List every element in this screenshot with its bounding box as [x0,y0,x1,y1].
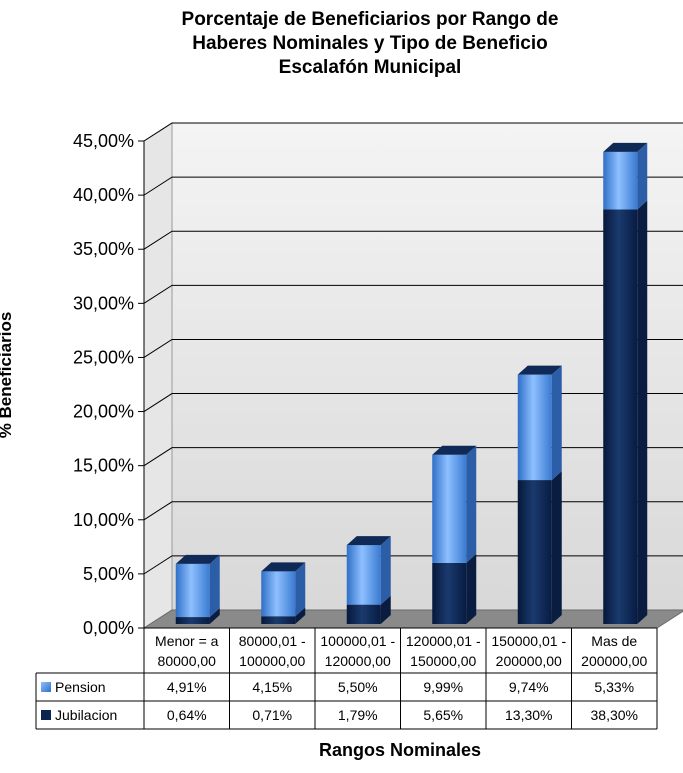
data-label: 1,79% [338,707,378,723]
bar-jubilacion [432,562,467,624]
gridline [143,447,683,467]
bar-pension-top [346,536,391,546]
bar-pension-top [175,554,220,564]
chart-title-line-2: Haberes Nominales y Tipo de Beneficio [192,33,548,54]
data-label: 0,71% [252,707,292,723]
bar-pension-top [603,142,648,152]
data-label: 5,50% [338,679,378,695]
bar-jubilacion [175,617,210,624]
bar-pension-side [551,365,562,481]
y-tick-label: 30,00% [73,293,134,313]
legend-swatch-pension [41,682,51,692]
chart-title-line-3: Escalafón Municipal [278,57,462,78]
bar-pension [175,563,210,618]
bar-jubilacion-side [380,595,391,624]
data-label: 4,91% [167,679,207,695]
y-tick-label: 40,00% [73,185,134,205]
bar-pension [261,571,296,617]
bar-pension [517,374,552,481]
y-tick-label: 25,00% [73,347,134,367]
category-label-line-2: 200000,00 [581,653,647,669]
y-tick-label: 45,00% [73,131,134,151]
bar-jubilacion [517,480,552,624]
data-label: 5,33% [594,679,634,695]
bar-pension-side [380,536,391,605]
bar-pension-top [517,365,562,375]
bar-pension-side [209,554,220,618]
bar-pension-side [637,142,648,210]
category-label-line-1: Mas de [591,633,637,649]
legend-label-pension: Pension [55,679,106,695]
gridline [143,501,683,521]
data-label: 9,74% [509,679,549,695]
bar-pension-side [295,562,306,617]
category-label-line-1: 120000,01 - [406,633,481,649]
chart-title: Porcentaje de Beneficiarios por Rango de… [90,8,650,80]
floor [142,609,683,629]
gridline [143,393,683,412]
x-axis-label: Rangos Nominales [318,740,482,760]
y-tick-label: 0,00% [83,618,134,638]
bar-pension [432,454,467,563]
bar-jubilacion [346,604,381,624]
bar-jubilacion-side [637,200,648,624]
legend-swatch-jubilacion [41,710,51,720]
bar-pension-top [261,562,306,572]
y-tick-label: 10,00% [73,510,134,530]
bar-pension-side [466,445,477,563]
bar-jubilacion-side [466,553,477,624]
data-label: 9,99% [423,679,463,695]
category-label-line-2: 150000,00 [410,653,476,669]
category-label-line-1: Menor = a [155,633,219,649]
data-label: 0,64% [167,707,207,723]
bar-pension-top [432,445,477,455]
bar-jubilacion-side [551,471,562,624]
chart-title-line-1: Porcentaje de Beneficiarios por Rango de [181,9,559,30]
bar-pension [603,151,638,210]
category-label-line-1: 80000,01 - [239,633,306,649]
legend-label-jubilacion: Jubilacion [55,707,117,723]
y-tick-label: 35,00% [73,239,134,259]
category-label-line-2: 80000,00 [158,653,217,669]
bar-jubilacion-side [209,608,220,624]
side-wall [143,122,173,629]
category-label-line-2: 100000,00 [239,653,305,669]
bar-jubilacion [261,616,296,624]
bar-jubilacion [603,209,638,624]
data-label: 38,30% [591,707,638,723]
gridline [143,230,683,250]
y-tick-label: 15,00% [73,456,134,476]
category-label-line-2: 120000,00 [325,653,391,669]
data-label: 13,30% [505,707,552,723]
gridline [143,555,683,575]
bar-jubilacion-side [295,607,306,624]
bar-pension [346,545,381,605]
data-label: 4,15% [252,679,292,695]
category-label-line-1: 100000,01 - [320,633,395,649]
gridline [143,122,683,142]
y-tick-label: 20,00% [73,402,134,422]
y-tick-label: 5,00% [83,564,134,584]
data-label: 5,65% [423,707,463,723]
gridline [143,338,683,358]
gridline [143,284,683,304]
category-label-line-2: 200000,00 [496,653,562,669]
gridline [143,176,683,196]
category-label-line-1: 150000,01 - [491,633,566,649]
